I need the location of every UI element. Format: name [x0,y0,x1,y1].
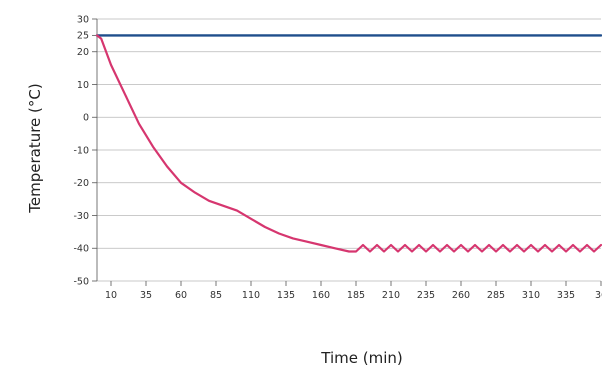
x-tick-label: 210 [382,290,400,301]
y-tick-label: 20 [77,47,89,58]
x-axis-title: Time (min) [320,349,402,367]
x-tick-label: 310 [522,290,540,301]
y-tick-label: -10 [73,145,89,156]
x-tick-label: 60 [175,290,187,301]
y-axis-title: Temperature (°C) [26,83,44,213]
x-tick-label: 160 [312,290,330,301]
y-tick-label: 10 [77,80,89,91]
x-tick-label: 285 [487,290,505,301]
x-tick-label: 10 [105,290,117,301]
series-group [95,34,602,253]
y-tick-label: 25 [77,31,89,42]
x-tick-label: 85 [210,290,222,301]
y-tick-label: -20 [73,178,89,189]
y-tick-label: 30 [77,14,89,25]
x-tick-label: 185 [347,290,365,301]
series-line-2 [95,34,602,253]
x-tick-label: 335 [557,290,575,301]
y-tick-label: -30 [73,211,89,222]
axes [92,18,602,286]
x-tick-label: 36 [595,290,602,301]
y-axis-ticks: 30 25 20 10 0 -10 -20 -30 -40 -50 [73,14,89,287]
x-tick-label: 260 [452,290,470,301]
x-tick-label: 110 [242,290,260,301]
gridlines [97,18,601,282]
y-tick-label: 0 [83,113,89,124]
x-tick-label: 35 [140,290,152,301]
x-tick-label: 135 [277,290,295,301]
x-axis-ticks: 10 35 60 85 110 135 160 185 210 235 260 285 310 335 36 [105,290,602,301]
y-tick-label: -40 [73,244,89,255]
y-tick-label: -50 [73,276,89,287]
x-tick-label: 235 [417,290,435,301]
